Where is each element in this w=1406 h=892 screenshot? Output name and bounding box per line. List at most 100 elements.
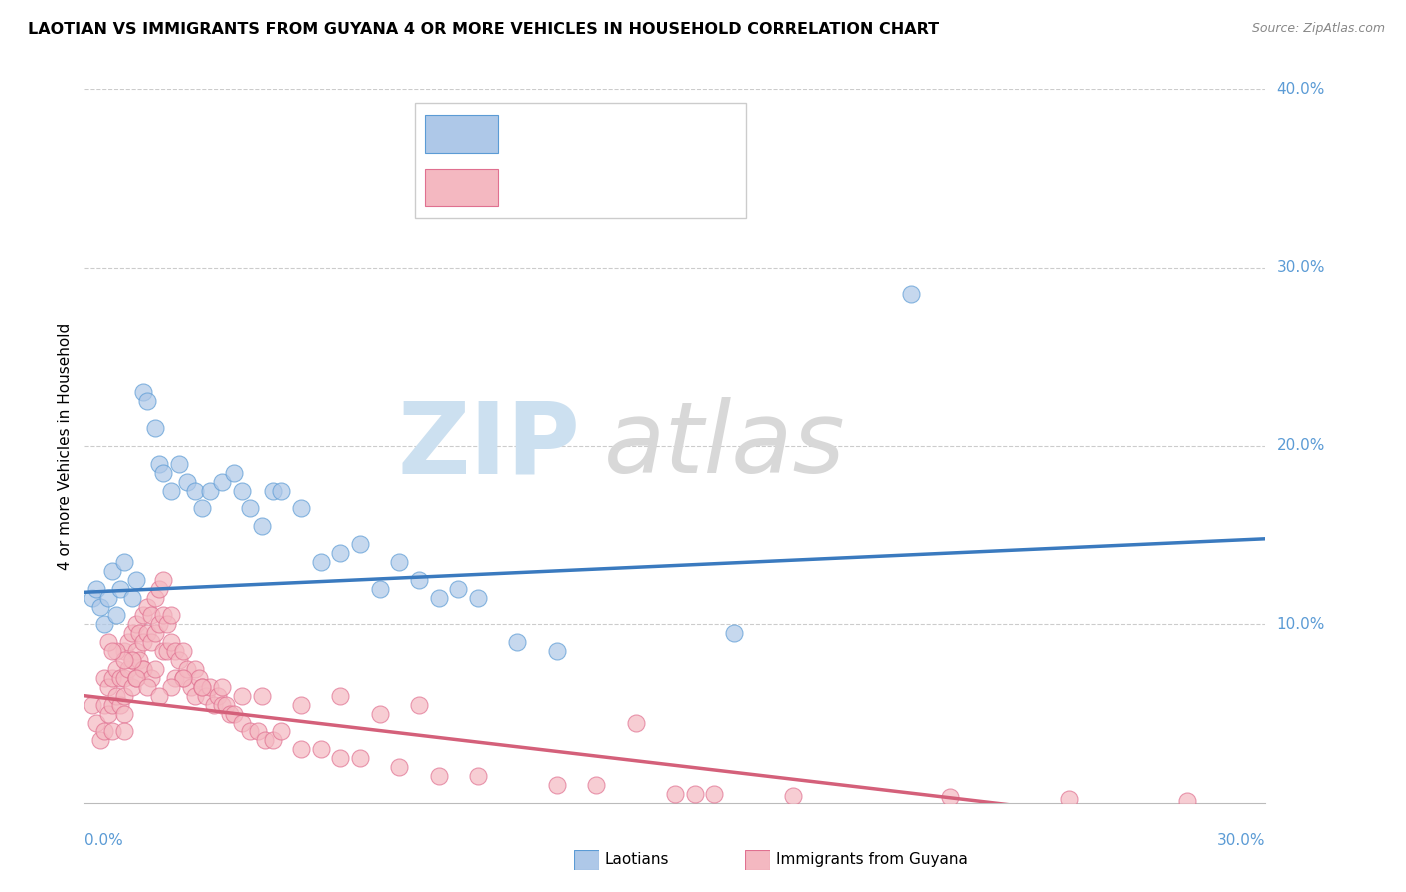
Point bbox=[191, 680, 214, 694]
Point bbox=[467, 591, 489, 605]
Point bbox=[329, 689, 352, 703]
Point bbox=[112, 653, 135, 667]
Point bbox=[121, 653, 143, 667]
Point bbox=[104, 689, 127, 703]
Point bbox=[160, 680, 183, 694]
Text: ZIP: ZIP bbox=[398, 398, 581, 494]
Point bbox=[723, 626, 745, 640]
Point bbox=[782, 789, 804, 803]
Point bbox=[132, 662, 155, 676]
Text: 10.0%: 10.0% bbox=[1277, 617, 1324, 632]
Point bbox=[148, 689, 170, 703]
Point bbox=[112, 689, 135, 703]
Point bbox=[112, 706, 135, 721]
Point bbox=[239, 501, 262, 516]
Point bbox=[93, 724, 115, 739]
Point bbox=[143, 626, 166, 640]
Point bbox=[112, 644, 135, 658]
Text: 30.0%: 30.0% bbox=[1277, 260, 1324, 275]
Point bbox=[180, 680, 202, 694]
Point bbox=[191, 680, 214, 694]
Point bbox=[89, 599, 111, 614]
Point bbox=[183, 483, 205, 498]
Point bbox=[108, 698, 131, 712]
Point bbox=[136, 599, 159, 614]
Point bbox=[132, 608, 155, 623]
Text: 30.0%: 30.0% bbox=[1218, 833, 1265, 848]
Point bbox=[211, 698, 233, 712]
Text: Laotians: Laotians bbox=[605, 853, 669, 867]
Point bbox=[143, 662, 166, 676]
Point bbox=[200, 483, 222, 498]
Point bbox=[219, 706, 242, 721]
Point bbox=[246, 724, 269, 739]
Point bbox=[239, 724, 262, 739]
Point bbox=[211, 475, 233, 489]
Point bbox=[215, 698, 238, 712]
Point bbox=[141, 635, 163, 649]
Point bbox=[104, 662, 127, 676]
Point bbox=[93, 671, 115, 685]
Point bbox=[143, 421, 166, 435]
Point bbox=[664, 787, 686, 801]
Point bbox=[148, 617, 170, 632]
Point bbox=[262, 483, 284, 498]
Text: Source: ZipAtlas.com: Source: ZipAtlas.com bbox=[1251, 22, 1385, 36]
Point bbox=[290, 742, 312, 756]
Text: 20.0%: 20.0% bbox=[1277, 439, 1324, 453]
Point bbox=[309, 555, 332, 569]
Point bbox=[202, 698, 225, 712]
Point bbox=[152, 466, 174, 480]
Point bbox=[97, 635, 120, 649]
Point bbox=[104, 608, 127, 623]
Point bbox=[368, 706, 391, 721]
Point bbox=[388, 555, 411, 569]
Point bbox=[124, 617, 146, 632]
Point bbox=[309, 742, 332, 756]
Point bbox=[136, 680, 159, 694]
Point bbox=[128, 653, 150, 667]
Point bbox=[254, 733, 277, 747]
Point bbox=[101, 724, 124, 739]
Point bbox=[231, 715, 253, 730]
Point bbox=[89, 733, 111, 747]
Point bbox=[167, 457, 190, 471]
Point bbox=[329, 546, 352, 560]
Point bbox=[427, 769, 450, 783]
Point bbox=[187, 671, 209, 685]
Point bbox=[683, 787, 706, 801]
Point bbox=[124, 573, 146, 587]
Point bbox=[195, 689, 218, 703]
Y-axis label: 4 or more Vehicles in Household: 4 or more Vehicles in Household bbox=[58, 322, 73, 570]
Point bbox=[183, 689, 205, 703]
Point bbox=[176, 662, 198, 676]
Point bbox=[152, 573, 174, 587]
Point bbox=[231, 483, 253, 498]
Point bbox=[624, 715, 647, 730]
Point bbox=[250, 519, 273, 533]
Point bbox=[160, 483, 183, 498]
Point bbox=[191, 501, 214, 516]
Point bbox=[132, 385, 155, 400]
Point bbox=[93, 698, 115, 712]
Point bbox=[97, 591, 120, 605]
Point bbox=[408, 698, 430, 712]
Point bbox=[121, 626, 143, 640]
Point bbox=[183, 662, 205, 676]
Point bbox=[270, 724, 292, 739]
Point bbox=[152, 608, 174, 623]
Point bbox=[141, 671, 163, 685]
Point bbox=[167, 653, 190, 667]
Point bbox=[141, 608, 163, 623]
Point bbox=[101, 671, 124, 685]
Point bbox=[585, 778, 607, 792]
Point bbox=[143, 591, 166, 605]
Point bbox=[163, 671, 186, 685]
Point bbox=[82, 591, 104, 605]
Point bbox=[207, 689, 229, 703]
Point bbox=[176, 475, 198, 489]
Point bbox=[152, 644, 174, 658]
Point bbox=[211, 680, 233, 694]
Point bbox=[163, 644, 186, 658]
Point bbox=[388, 760, 411, 774]
